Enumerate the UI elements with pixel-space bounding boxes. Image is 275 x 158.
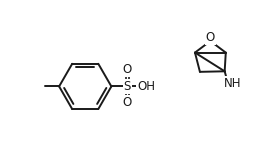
Text: NH: NH	[224, 77, 241, 90]
Text: O: O	[206, 31, 215, 44]
Text: O: O	[123, 96, 132, 109]
Text: S: S	[124, 80, 131, 93]
Text: OH: OH	[137, 80, 155, 93]
Text: O: O	[123, 63, 132, 76]
